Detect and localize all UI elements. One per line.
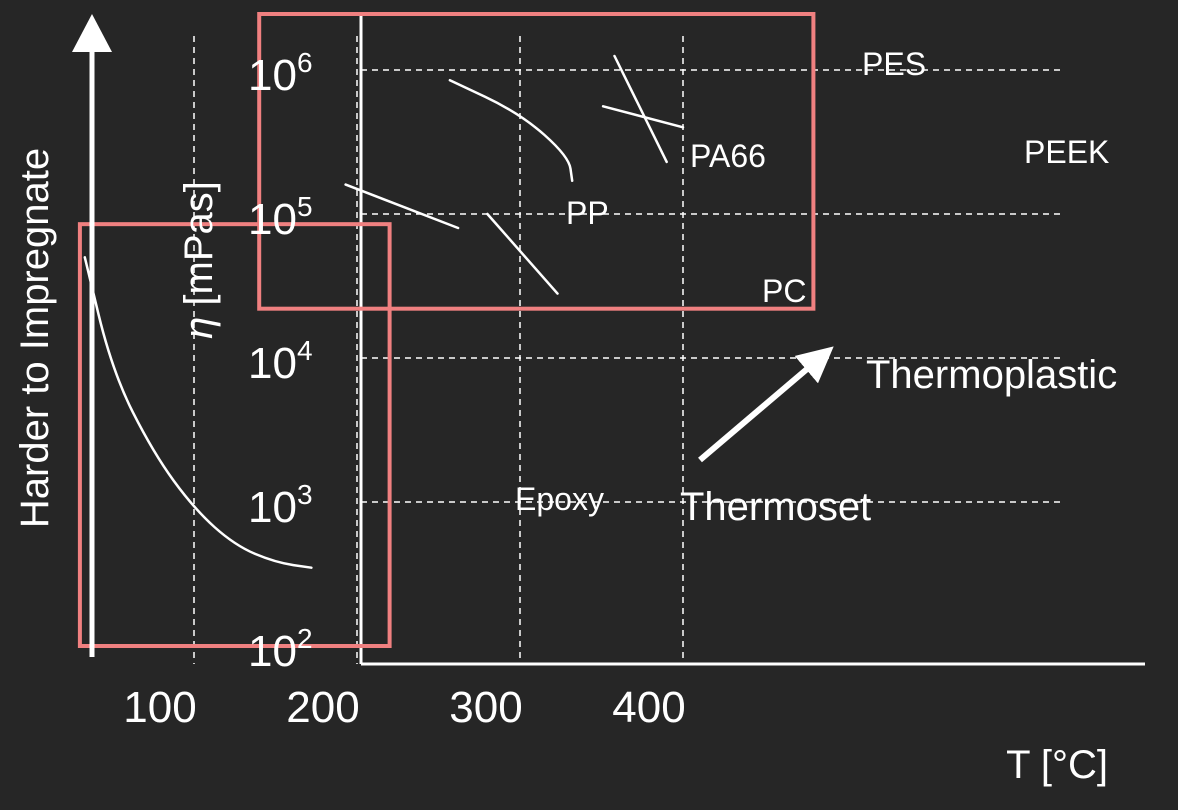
series-label-peek: PEEK <box>1024 134 1109 170</box>
x-tick-label: 200 <box>286 683 359 732</box>
series-label-pa66: PA66 <box>690 138 766 174</box>
x-tick-label: 400 <box>612 683 685 732</box>
y-axis-title: η [mPas] <box>177 181 221 339</box>
thermoset-region-label: Thermoset <box>680 485 871 529</box>
series-curve-pp <box>344 183 460 230</box>
series-curve-peek <box>601 105 685 129</box>
harder-to-impregnate-arrowhead <box>72 14 112 52</box>
series-label-pc: PC <box>762 273 806 309</box>
region-box-thermoset <box>77 222 392 649</box>
series-label-pes: PES <box>862 46 926 82</box>
grid-lines <box>193 36 1065 664</box>
x-tick-labels: 100 200 300 400 <box>123 683 685 732</box>
series-curve-pes <box>613 54 668 164</box>
y-tick-label: 104 <box>248 335 313 388</box>
series-label-pp: PP <box>566 195 609 231</box>
series-labels: Epoxy PP PC PA66 PES PEEK <box>515 46 1109 517</box>
series-curve-pa66 <box>448 78 574 183</box>
series-curves <box>83 54 685 569</box>
thermoset-to-thermoplastic-arrow <box>698 346 834 463</box>
x-tick-label: 300 <box>449 683 522 732</box>
thermoplastic-region-label: Thermoplastic <box>866 353 1117 397</box>
y-tick-labels: 102 103 104 105 106 <box>248 47 313 676</box>
x-axis-title: T [°C] <box>1006 743 1108 787</box>
x-tick-label: 100 <box>123 683 196 732</box>
series-curve-epoxy <box>83 256 313 569</box>
series-curve-pc <box>486 212 559 295</box>
y-tick-label: 103 <box>248 479 313 532</box>
region-boxes <box>77 12 816 649</box>
y-tick-label: 106 <box>248 47 313 100</box>
y-tick-label: 105 <box>248 191 313 244</box>
series-label-epoxy: Epoxy <box>515 481 604 517</box>
harder-to-impregnate-label: Harder to Impregnate <box>13 148 57 528</box>
region-box-thermoplastic <box>257 12 816 311</box>
y-tick-label: 102 <box>248 623 313 676</box>
